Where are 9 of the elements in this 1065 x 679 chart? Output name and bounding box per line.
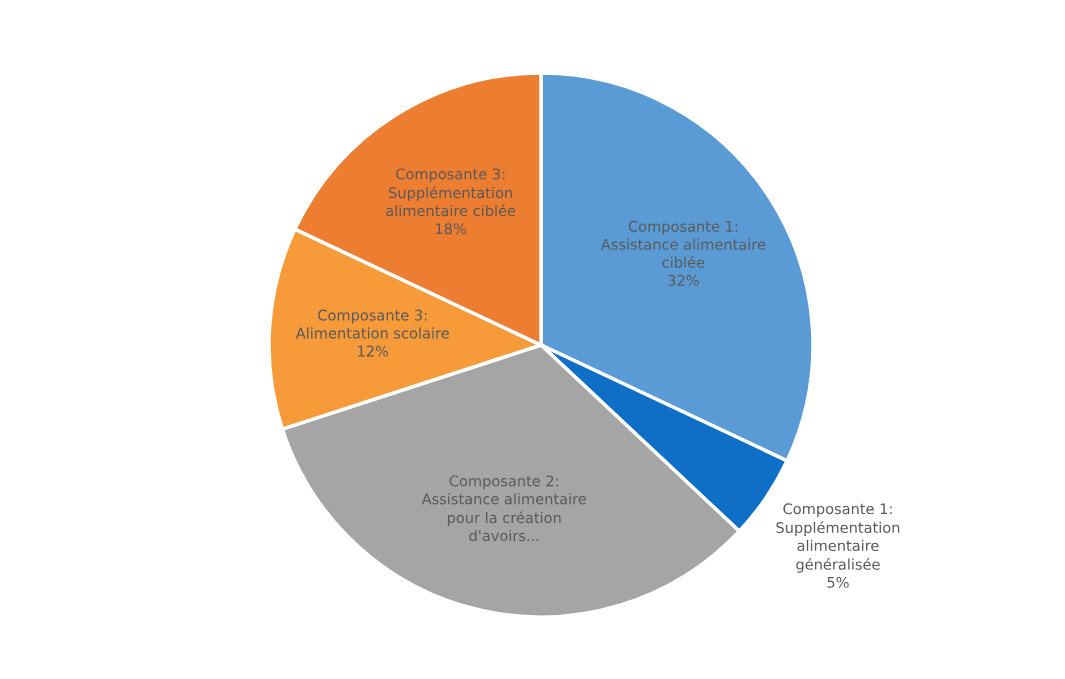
slice-label: Composante 1: Supplémentation alimentaire généralisée <box>776 503 900 573</box>
data-label: 12% <box>358 345 389 357</box>
slice-label: Composante 3: Alimentation scolaire <box>295 309 449 339</box>
slice-label: Composante 1: Assistance alimentaire ciblée <box>600 220 766 268</box>
data-label: 32% <box>668 274 699 286</box>
slice-label: Composante 3: Supplémentation alimentaire ciblée <box>386 168 516 217</box>
data-label: 18% <box>436 223 467 235</box>
data-label: 5% <box>827 576 849 588</box>
slice-label: Composante 2: Assistance alimentaire pour la création d'avoirs... <box>421 475 587 542</box>
